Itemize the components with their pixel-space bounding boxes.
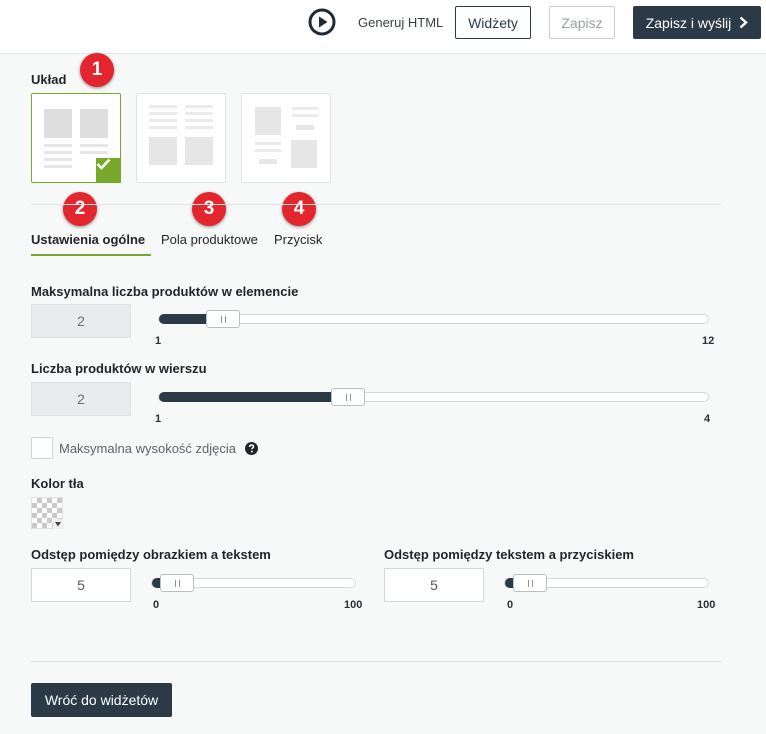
layout-two-column-thumbnail	[44, 109, 108, 168]
background-color-label: Kolor tła	[31, 476, 84, 491]
layout-option-3[interactable]	[241, 93, 331, 183]
slider-handle[interactable]	[331, 388, 365, 406]
divider	[31, 204, 721, 205]
save-button-label: Zapisz	[561, 14, 603, 31]
max-products-slider[interactable]	[158, 310, 709, 328]
slider-min-label: 1	[155, 413, 162, 425]
slider-fill	[159, 392, 348, 402]
save-and-send-label: Zapisz i wyślij	[645, 14, 732, 31]
slider-min-label: 0	[507, 599, 514, 611]
max-products-label: Maksymalna liczba produktów w elemencie	[31, 284, 299, 299]
check-icon	[96, 158, 111, 170]
tab-button[interactable]: Przycisk	[274, 232, 323, 247]
layout-title: Układ	[31, 72, 67, 87]
products-per-row-value: 2	[31, 382, 131, 416]
tab-product-fields[interactable]: Pola produktowe	[161, 232, 258, 247]
image-text-spacing-input[interactable]: 5	[31, 568, 131, 602]
slider-fill	[159, 314, 223, 324]
step-badge-1: 1	[80, 53, 114, 87]
tab-general-settings[interactable]: Ustawienia ogólne	[31, 232, 146, 247]
selected-check-badge	[96, 158, 121, 183]
step-badge-3: 3	[192, 192, 226, 226]
layout-alternating-thumbnail	[255, 107, 318, 168]
layout-option-1[interactable]	[31, 93, 121, 183]
slider-max-label: 100	[344, 599, 363, 611]
text-button-spacing-label: Odstęp pomiędzy tekstem a przyciskiem	[384, 547, 634, 562]
slider-min-label: 0	[153, 599, 160, 611]
slider-max-label: 4	[704, 413, 711, 425]
back-to-widgets-label: Wróć do widżetów	[44, 692, 159, 708]
max-image-height-label: Maksymalna wysokość zdjęcia	[59, 441, 237, 456]
products-per-row-slider[interactable]	[158, 388, 709, 406]
widgets-button[interactable]: Widżety	[455, 6, 531, 39]
question-circle-icon[interactable]	[245, 442, 258, 455]
generate-html-link[interactable]: Generuj HTML	[358, 15, 444, 30]
image-text-spacing-label: Odstęp pomiędzy obrazkiem a tekstem	[31, 547, 271, 562]
top-toolbar: Generuj HTML Widżety Zapisz Zapisz i wyś…	[0, 0, 766, 54]
max-image-height-checkbox[interactable]	[31, 437, 53, 459]
text-button-spacing-slider[interactable]	[504, 574, 709, 592]
slider-max-label: 12	[702, 335, 715, 347]
slider-max-label: 100	[697, 599, 716, 611]
slider-handle[interactable]	[206, 310, 240, 328]
widgets-button-label: Widżety	[468, 14, 518, 31]
step-badge-2: 2	[63, 192, 97, 226]
products-per-row-label: Liczba produktów w wierszu	[31, 361, 207, 376]
text-button-spacing-input[interactable]: 5	[384, 568, 484, 602]
save-and-send-button[interactable]: Zapisz i wyślij	[633, 6, 761, 39]
slider-handle[interactable]	[513, 574, 547, 592]
layout-option-2[interactable]	[136, 93, 226, 183]
footer-divider	[31, 661, 721, 662]
max-products-value: 2	[31, 304, 131, 338]
layout-text-top-thumbnail	[149, 105, 213, 165]
background-color-picker[interactable]	[31, 497, 63, 529]
back-to-widgets-button[interactable]: Wróć do widżetów	[31, 683, 172, 717]
image-text-spacing-slider[interactable]	[151, 574, 356, 592]
caret-down-icon	[53, 519, 63, 529]
save-button[interactable]: Zapisz	[549, 6, 615, 39]
chevron-right-icon	[739, 16, 749, 29]
slider-handle[interactable]	[160, 574, 194, 592]
active-tab-indicator	[31, 254, 151, 256]
play-circle-icon[interactable]	[308, 8, 336, 36]
slider-min-label: 1	[155, 335, 162, 347]
step-badge-4: 4	[282, 192, 316, 226]
